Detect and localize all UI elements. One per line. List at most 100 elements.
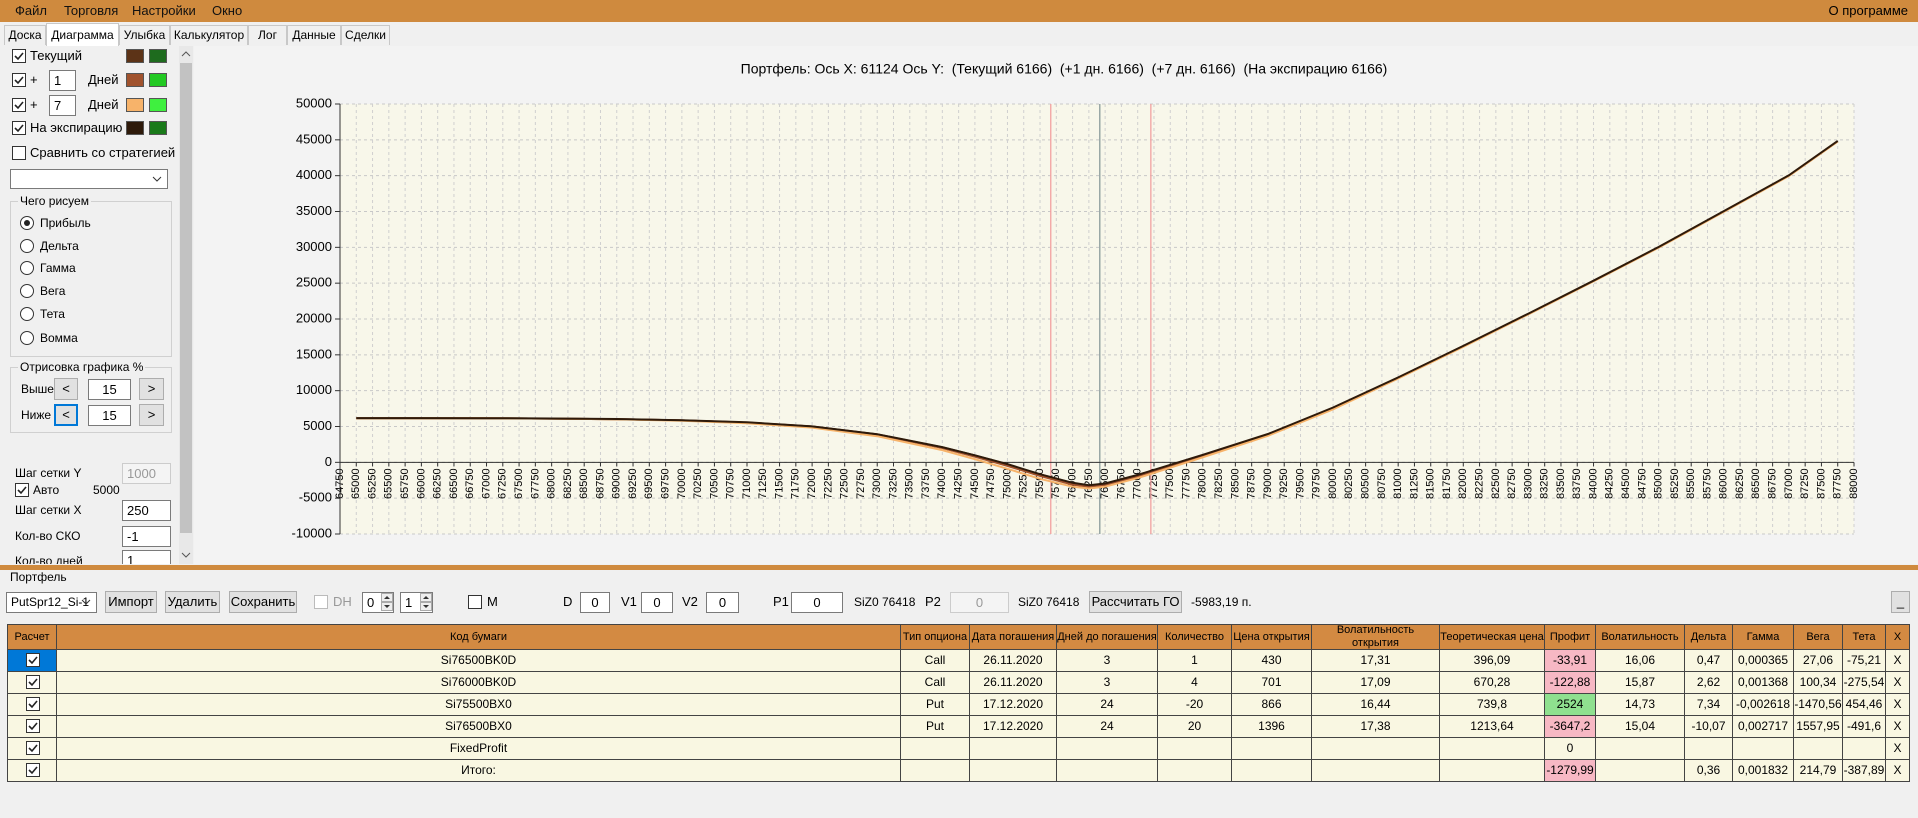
v2-input[interactable]: 0 (706, 592, 739, 613)
tab[interactable]: Улыбка (119, 25, 170, 45)
days-input[interactable]: 1 (49, 70, 76, 91)
scroll-thumb[interactable] (180, 63, 192, 533)
dropdown-arrow[interactable] (152, 176, 162, 182)
table-header-cell[interactable]: Волатильность открытия (1312, 624, 1440, 650)
table-cell[interactable]: X (1886, 738, 1910, 760)
line-color-swatch[interactable] (126, 98, 144, 112)
radio-button[interactable] (20, 284, 34, 298)
line-color-swatch[interactable] (126, 121, 144, 135)
table-header-cell[interactable]: Тета (1843, 624, 1886, 650)
y-tick-label: 10000 (296, 382, 332, 397)
sko-input[interactable]: -1 (122, 526, 171, 547)
checkbox[interactable] (26, 697, 40, 711)
delta-color-swatch[interactable] (149, 49, 167, 63)
table-header-cell[interactable]: Дельта (1685, 624, 1733, 650)
checkbox[interactable] (26, 763, 40, 777)
table-cell[interactable]: X (1886, 672, 1910, 694)
table-cell[interactable] (7, 650, 57, 672)
table-cell: 17,09 (1312, 672, 1440, 694)
checkbox[interactable] (15, 483, 29, 497)
delta-color-swatch[interactable] (149, 73, 167, 87)
table-header-cell[interactable]: Дней до погашения (1057, 624, 1158, 650)
table-header-cell[interactable]: Количество (1158, 624, 1232, 650)
table-cell[interactable] (7, 694, 57, 716)
table-cell[interactable] (7, 738, 57, 760)
tab[interactable]: Лог (248, 25, 287, 45)
checkbox[interactable] (12, 73, 26, 87)
grid-x-input[interactable]: 250 (122, 500, 171, 521)
spin-arrows[interactable] (420, 593, 432, 611)
m-label: М (487, 594, 498, 609)
grid-y-input[interactable]: 1000 (122, 463, 171, 484)
v1-input[interactable]: 0 (641, 592, 673, 613)
days-input[interactable]: 7 (49, 95, 76, 116)
table-header-cell[interactable]: Код бумаги (57, 624, 901, 650)
tab[interactable]: Калькулятор (170, 25, 248, 45)
table-cell[interactable]: X (1886, 650, 1910, 672)
checkbox[interactable] (26, 741, 40, 755)
table-cell[interactable]: X (1886, 760, 1910, 782)
prev-button[interactable]: < (54, 404, 78, 426)
table-header-cell[interactable]: Дата погашения (970, 624, 1057, 650)
tab[interactable]: Доска (4, 25, 46, 45)
checkbox[interactable] (12, 98, 26, 112)
radio-button[interactable] (20, 307, 34, 321)
table-cell[interactable] (7, 716, 57, 738)
scroll-down-arrow[interactable] (181, 551, 191, 559)
next-button[interactable]: > (139, 378, 164, 400)
line-color-swatch[interactable] (126, 73, 144, 87)
checkbox[interactable] (26, 675, 40, 689)
table-header-cell[interactable]: Гамма (1733, 624, 1794, 650)
checkbox[interactable] (26, 719, 40, 733)
spin-arrows[interactable] (381, 593, 393, 611)
table-header-cell[interactable]: Цена открытия (1232, 624, 1312, 650)
line-color-swatch[interactable] (126, 49, 144, 63)
table-cell[interactable] (7, 672, 57, 694)
table-header-cell[interactable]: Тип опциона (901, 624, 970, 650)
d-input[interactable]: 0 (580, 592, 610, 613)
next-button[interactable]: > (139, 404, 164, 426)
x-tick-label: 70250 (692, 468, 704, 499)
table-cell[interactable] (7, 760, 57, 782)
checkbox[interactable] (26, 653, 40, 667)
table-cell[interactable]: X (1886, 694, 1910, 716)
strategy-combobox[interactable] (10, 169, 168, 189)
dropdown-arrow[interactable] (81, 599, 91, 605)
table-header-cell[interactable]: Расчет (7, 624, 57, 650)
range-input[interactable]: 15 (88, 405, 131, 426)
table-header-cell[interactable]: X (1886, 624, 1910, 650)
radio-button[interactable] (20, 239, 34, 253)
delta-color-swatch[interactable] (149, 98, 167, 112)
radio-button[interactable] (20, 331, 34, 345)
checkbox[interactable] (314, 595, 328, 609)
range-input[interactable]: 15 (88, 379, 131, 400)
checkbox[interactable] (12, 49, 26, 63)
radio-button[interactable] (20, 216, 34, 230)
p1-input[interactable]: 0 (791, 592, 843, 613)
toolbar-button[interactable]: Импорт (105, 591, 157, 613)
checkbox[interactable] (12, 121, 26, 135)
toolbar-button[interactable]: Удалить (165, 591, 220, 613)
calc-margin-button[interactable]: Рассчитать ГО (1089, 591, 1182, 613)
table-header-cell[interactable]: Волатильность (1596, 624, 1685, 650)
table-header-cell[interactable]: Вега (1794, 624, 1843, 650)
p2-input[interactable]: 0 (950, 592, 1009, 613)
table-cell[interactable]: X (1886, 716, 1910, 738)
prev-button[interactable]: < (54, 378, 78, 400)
x-tick-label: 68250 (562, 468, 574, 499)
toolbar-button[interactable]: Сохранить (229, 591, 297, 613)
table-header-cell[interactable]: Теоретическая цена (1440, 624, 1545, 650)
checkbox[interactable] (468, 595, 482, 609)
delta-color-swatch[interactable] (149, 121, 167, 135)
scroll-up-arrow[interactable] (181, 50, 191, 58)
scrollbar[interactable] (179, 46, 193, 564)
strategy-combobox[interactable]: PutSpr12_Si-1 (6, 592, 97, 613)
table-header-cell[interactable]: Профит (1545, 624, 1596, 650)
radio-button[interactable] (20, 261, 34, 275)
tab[interactable]: Данные (287, 25, 341, 45)
tab[interactable]: Диаграмма (46, 23, 119, 46)
days-input[interactable]: 1 (122, 550, 171, 564)
tab[interactable]: Сделки (341, 25, 390, 45)
checkbox[interactable] (12, 146, 26, 160)
minimize-button[interactable]: _ (1891, 591, 1910, 613)
